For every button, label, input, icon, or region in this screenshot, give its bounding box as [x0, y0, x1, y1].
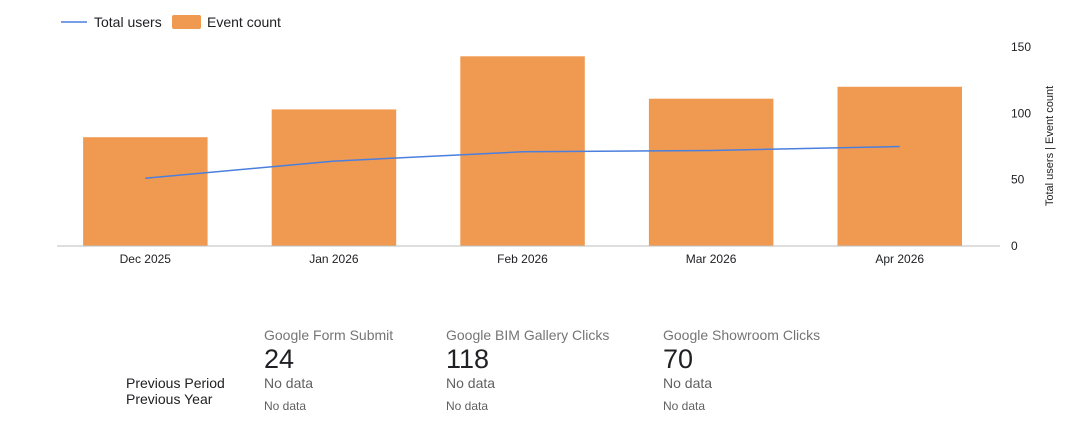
- scorecard-value: 118: [446, 344, 490, 374]
- chart-legend: Total users Event count: [61, 14, 281, 30]
- scorecard-previous-period: No data: [663, 375, 713, 391]
- previous-year-label: Previous Year: [126, 391, 213, 407]
- scorecard-google-bim-gallery-clicks: Google BIM Gallery Clicks 118 No data No…: [446, 327, 609, 413]
- scorecard-previous-year: No data: [446, 399, 489, 413]
- combo-chart: Total users Event count Dec 2025 Jan 2026…: [57, 14, 1056, 266]
- x-tick-label: Apr 2026: [875, 252, 924, 266]
- scorecard-value: 24: [264, 344, 295, 374]
- x-axis-tick-labels: Dec 2025 Jan 2026 Feb 2026 Mar 2026 Apr 2026: [120, 252, 925, 266]
- x-tick-label: Mar 2026: [686, 252, 737, 266]
- scorecard-value: 70: [663, 344, 694, 374]
- total-users-line: [145, 145, 900, 180]
- x-tick-label: Jan 2026: [309, 252, 359, 266]
- x-tick-label: Feb 2026: [497, 252, 548, 266]
- bar-jan-2026: [271, 109, 397, 247]
- legend-label-total-users: Total users: [94, 14, 162, 30]
- y-tick-label: 100: [1011, 106, 1031, 120]
- bar-series-event-count: [83, 56, 962, 247]
- y-axis-tick-labels: 0 50 100 150: [1011, 40, 1031, 253]
- y-tick-label: 50: [1011, 173, 1025, 187]
- bar-dec-2025: [83, 137, 208, 246]
- scorecard-title: Google Showroom Clicks: [663, 327, 821, 343]
- line-series-total-users: [145, 145, 900, 180]
- scorecard-google-form-submit: Google Form Submit 24 No data No data: [264, 327, 393, 413]
- scorecard-previous-year: No data: [264, 399, 307, 413]
- y-tick-label: 0: [1011, 239, 1018, 253]
- bar-mar-2026: [648, 98, 774, 246]
- scorecard-title: Google Form Submit: [264, 327, 394, 343]
- y-axis-title: Total users | Event count: [1044, 86, 1056, 206]
- comparison-row-labels: Previous Period Previous Year: [126, 375, 225, 407]
- bar-apr-2026: [837, 86, 962, 246]
- legend-label-event-count: Event count: [207, 14, 281, 30]
- legend-bar-swatch: [172, 15, 201, 29]
- scorecard-title: Google BIM Gallery Clicks: [446, 327, 610, 343]
- y-tick-label: 150: [1011, 40, 1031, 54]
- x-tick-label: Dec 2025: [120, 252, 172, 266]
- scorecard-google-showroom-clicks: Google Showroom Clicks 70 No data No dat…: [663, 327, 820, 413]
- scorecard-previous-year: No data: [663, 399, 706, 413]
- scorecard-previous-period: No data: [264, 375, 314, 391]
- scorecard-previous-period: No data: [446, 375, 496, 391]
- previous-period-label: Previous Period: [126, 375, 225, 391]
